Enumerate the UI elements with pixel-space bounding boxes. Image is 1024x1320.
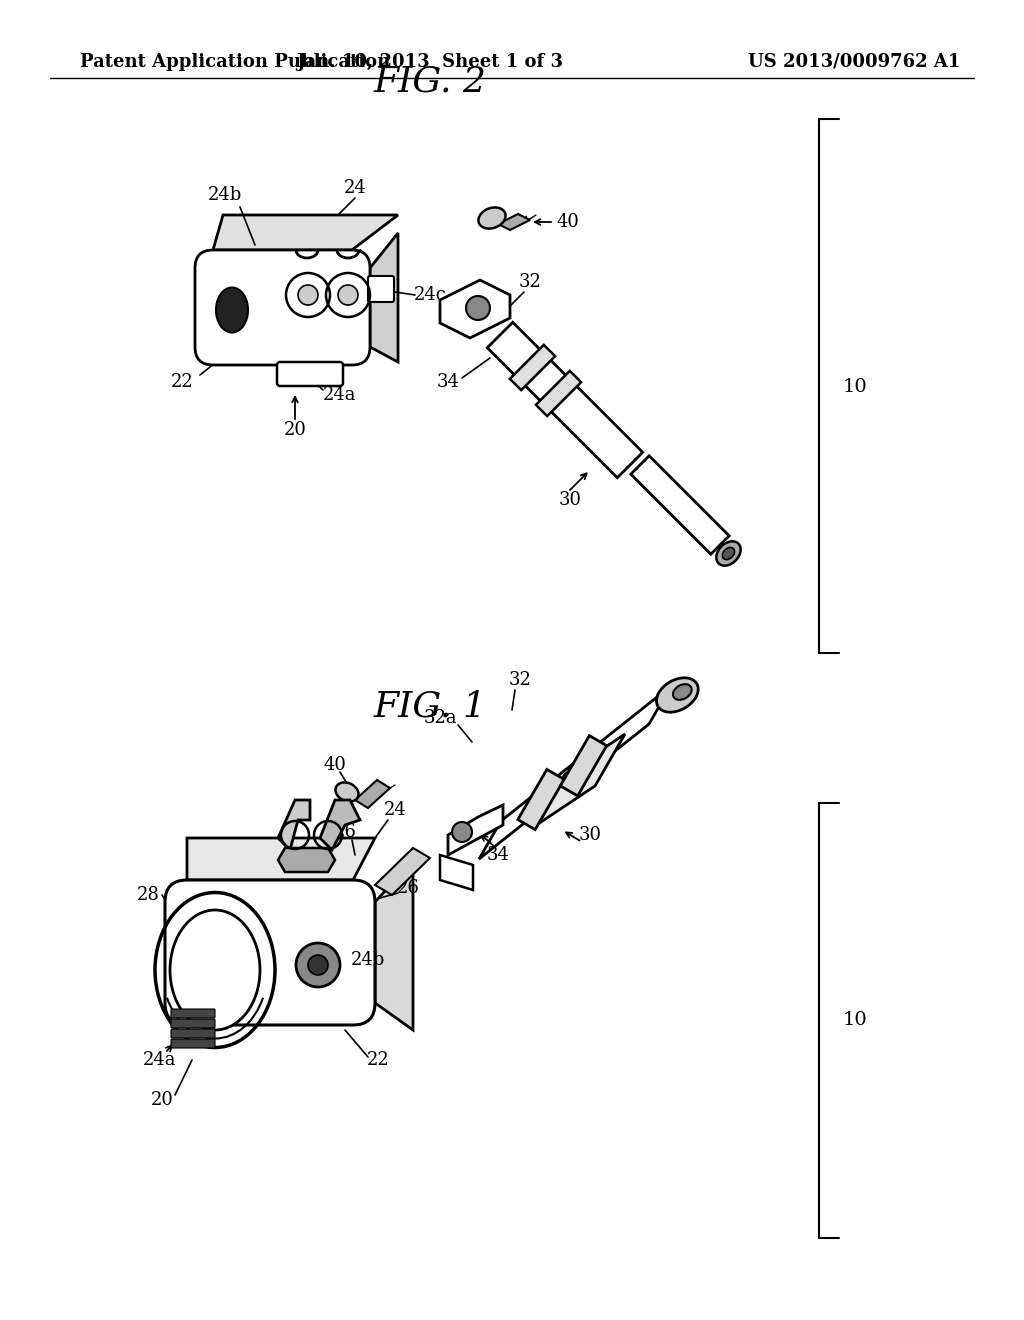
Text: Jan. 10, 2013  Sheet 1 of 3: Jan. 10, 2013 Sheet 1 of 3	[297, 53, 563, 71]
Circle shape	[308, 954, 328, 975]
Polygon shape	[375, 861, 413, 1030]
Text: 26: 26	[334, 822, 356, 841]
Polygon shape	[535, 734, 625, 826]
Circle shape	[452, 822, 472, 842]
Text: 24a: 24a	[324, 385, 356, 404]
Polygon shape	[536, 371, 582, 416]
Text: 32: 32	[518, 273, 542, 290]
Polygon shape	[355, 780, 390, 808]
Text: 24: 24	[384, 801, 407, 818]
Text: 26: 26	[396, 879, 420, 898]
Polygon shape	[440, 855, 473, 890]
Polygon shape	[518, 770, 564, 829]
Polygon shape	[370, 234, 398, 362]
FancyBboxPatch shape	[195, 249, 370, 366]
Text: 22: 22	[171, 374, 194, 391]
Text: 28: 28	[136, 886, 160, 904]
Text: 24b: 24b	[351, 950, 385, 969]
Polygon shape	[213, 215, 398, 249]
FancyBboxPatch shape	[171, 1039, 215, 1048]
Polygon shape	[440, 280, 510, 338]
Ellipse shape	[722, 548, 734, 560]
Circle shape	[296, 942, 340, 987]
Ellipse shape	[336, 783, 358, 801]
Polygon shape	[319, 800, 360, 850]
Text: 34: 34	[486, 846, 509, 865]
Text: 10: 10	[843, 378, 867, 396]
Text: FIG. 2: FIG. 2	[374, 65, 486, 99]
Polygon shape	[278, 800, 310, 850]
Text: 24a: 24a	[143, 1051, 177, 1069]
Text: 20: 20	[284, 421, 306, 440]
FancyBboxPatch shape	[368, 276, 394, 302]
Ellipse shape	[673, 684, 691, 700]
Polygon shape	[510, 345, 555, 391]
Text: 30: 30	[558, 491, 582, 510]
Polygon shape	[631, 455, 729, 554]
Circle shape	[338, 285, 358, 305]
Text: 10: 10	[843, 1011, 867, 1030]
Circle shape	[466, 296, 490, 319]
Polygon shape	[560, 735, 606, 796]
Text: 34: 34	[436, 374, 460, 391]
FancyBboxPatch shape	[171, 1030, 215, 1038]
FancyBboxPatch shape	[165, 880, 375, 1026]
Polygon shape	[449, 805, 503, 855]
Text: Patent Application Publication: Patent Application Publication	[80, 53, 390, 71]
Text: 40: 40	[324, 756, 346, 774]
Text: 24: 24	[344, 180, 367, 197]
Ellipse shape	[656, 677, 698, 713]
Polygon shape	[375, 847, 430, 895]
Polygon shape	[187, 838, 375, 880]
Text: 24b: 24b	[208, 186, 242, 205]
Ellipse shape	[216, 288, 248, 333]
FancyBboxPatch shape	[171, 1019, 215, 1028]
FancyBboxPatch shape	[278, 362, 343, 385]
Polygon shape	[487, 322, 643, 478]
Text: FIG. 1: FIG. 1	[374, 689, 486, 723]
FancyBboxPatch shape	[171, 1008, 215, 1018]
Polygon shape	[498, 214, 530, 230]
Text: 24c: 24c	[414, 286, 446, 304]
Circle shape	[298, 285, 318, 305]
Ellipse shape	[478, 207, 506, 228]
Text: 22: 22	[367, 1051, 389, 1069]
Polygon shape	[278, 847, 335, 873]
Text: US 2013/0009762 A1: US 2013/0009762 A1	[748, 53, 961, 71]
Text: 32: 32	[509, 671, 531, 689]
Ellipse shape	[717, 541, 740, 566]
Text: 32a: 32a	[423, 709, 457, 727]
Text: 40: 40	[557, 213, 580, 231]
Polygon shape	[479, 686, 671, 859]
Text: 30: 30	[579, 826, 601, 843]
Ellipse shape	[170, 909, 260, 1030]
Text: 20: 20	[151, 1092, 173, 1109]
